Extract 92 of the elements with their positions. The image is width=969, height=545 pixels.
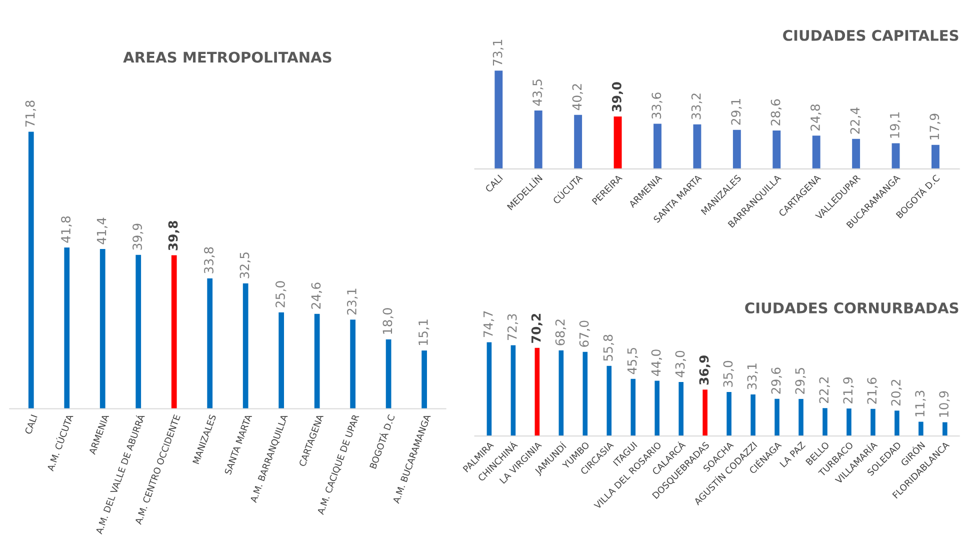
bar <box>732 130 741 169</box>
data-label: 73,1 <box>492 40 504 66</box>
data-label: 33,8 <box>204 247 215 274</box>
data-label: 43,0 <box>675 350 686 378</box>
data-label: 15,1 <box>418 320 430 345</box>
bar <box>278 312 284 409</box>
bar <box>812 136 820 169</box>
bar <box>870 408 876 436</box>
data-label: 44,0 <box>651 350 662 376</box>
bar <box>918 422 924 436</box>
data-label: 18,0 <box>382 308 394 334</box>
bar <box>894 410 900 436</box>
data-label: 72,3 <box>507 314 518 340</box>
data-label: 74,7 <box>484 311 494 337</box>
bar <box>726 392 732 436</box>
data-label: 33,2 <box>691 94 702 120</box>
data-label: 33,1 <box>747 364 758 390</box>
data-label: 33,6 <box>652 92 662 119</box>
bar <box>932 144 940 169</box>
data-label: 41,4 <box>96 218 108 244</box>
bar <box>350 320 356 409</box>
bar <box>494 70 503 169</box>
bar <box>486 342 492 436</box>
data-label: 22,4 <box>850 108 861 134</box>
data-label: 28,6 <box>770 99 782 126</box>
bar <box>774 398 780 436</box>
data-label: 70,2 <box>531 314 542 343</box>
bar <box>654 380 660 436</box>
data-label: 41,8 <box>61 216 72 243</box>
bar <box>942 422 948 436</box>
data-label: 68,2 <box>555 320 566 346</box>
bar <box>386 339 392 409</box>
data-label: 23,1 <box>346 288 358 315</box>
data-label: 39,8 <box>168 220 180 250</box>
data-label: 40,2 <box>572 84 583 110</box>
bar <box>100 249 106 409</box>
bar <box>534 110 542 169</box>
bar <box>136 254 142 409</box>
bar <box>422 350 427 409</box>
data-label: 39,9 <box>132 224 144 250</box>
bar <box>207 278 213 409</box>
data-label: 71,8 <box>25 100 36 127</box>
data-label: 17,9 <box>930 114 940 140</box>
data-label: 32,5 <box>240 252 250 278</box>
data-label: 36,9 <box>699 355 710 385</box>
data-label: 43,5 <box>532 80 544 106</box>
data-label: 24,8 <box>810 104 822 131</box>
chart-title: AREAS METROPOLITANAS <box>123 52 332 63</box>
bar <box>630 378 636 436</box>
data-label: 10,9 <box>939 391 950 417</box>
data-label: 11,3 <box>915 390 926 416</box>
data-label: 35,0 <box>723 360 734 387</box>
bar <box>846 408 852 436</box>
bar <box>772 130 781 169</box>
chart-title: CIUDADES CORNURBADAS <box>745 302 958 314</box>
bar <box>693 124 702 169</box>
data-label: 29,1 <box>731 98 742 125</box>
data-label: 24,6 <box>311 282 322 309</box>
bar <box>64 248 70 409</box>
chart-title: CIUDADES CAPITALES <box>783 30 958 41</box>
data-label: 22,2 <box>819 377 830 404</box>
bar <box>242 283 248 409</box>
data-label: 20,2 <box>891 380 902 406</box>
data-label: 45,5 <box>627 348 638 374</box>
bar <box>574 114 582 169</box>
data-label: 21,6 <box>867 378 878 404</box>
bar <box>510 345 516 436</box>
bar <box>678 382 684 436</box>
data-label: 55,8 <box>603 334 614 361</box>
bar <box>654 124 662 169</box>
bar <box>314 314 320 409</box>
bar <box>798 398 804 436</box>
data-label: 29,5 <box>795 368 806 394</box>
bar <box>171 255 177 409</box>
data-label: 21,9 <box>843 377 854 404</box>
bar <box>822 408 828 436</box>
data-label: 25,0 <box>276 281 286 308</box>
bar <box>852 138 860 169</box>
bar <box>892 143 900 169</box>
bar <box>614 116 622 169</box>
bar <box>582 352 588 436</box>
bar <box>702 390 708 436</box>
bar <box>606 366 612 436</box>
bar <box>750 394 756 436</box>
x-tick-label: CALI <box>24 414 38 434</box>
data-label: 19,1 <box>890 112 901 138</box>
data-label: 29,6 <box>771 368 782 394</box>
bar <box>534 348 540 436</box>
data-label: 39,0 <box>612 82 623 112</box>
data-label: 67,0 <box>579 320 590 347</box>
bar <box>28 132 34 409</box>
bar <box>558 350 564 436</box>
